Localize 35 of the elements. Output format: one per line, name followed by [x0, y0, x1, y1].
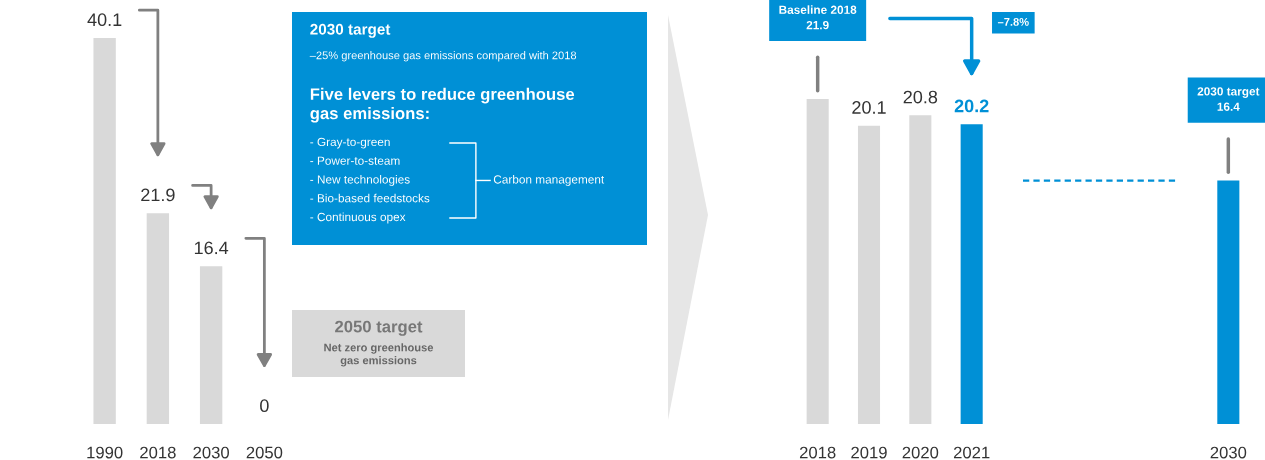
text: Carbon management [493, 174, 605, 186]
text: 2050 target [335, 320, 423, 336]
data-label: 20.8 [903, 90, 938, 104]
data-label: 21.9 [141, 188, 175, 202]
bar [857, 125, 881, 424]
bar [909, 115, 932, 424]
text: Five levers to reduce greenhouse gas emissions: [310, 87, 575, 123]
x-tick-label: 2050 [246, 446, 283, 459]
text: Net zero greenhouse gas emissions [324, 343, 434, 367]
x-tick-label: 2018 [799, 446, 836, 459]
data-label: 20.2 [954, 99, 989, 113]
bar [806, 99, 829, 424]
x-tick-label: 2021 [953, 446, 990, 459]
text: - Bio-based feedstocks [310, 193, 430, 203]
data-label: 16.4 [194, 241, 229, 255]
text: - Gray-to-green [310, 137, 390, 149]
x-tick-label: 1990 [87, 446, 123, 459]
data-label: 20.1 [852, 101, 886, 114]
text: Baseline 2018 21.9 [779, 5, 857, 30]
x-tick-label: 2018 [140, 446, 176, 459]
data-label: 40.1 [87, 13, 122, 27]
text: - New technologies [310, 174, 410, 186]
x-tick-label: 2030 [1210, 446, 1247, 459]
bar [960, 124, 983, 424]
x-tick-label: 2030 [193, 446, 230, 459]
bar [1217, 180, 1240, 424]
text: –25% greenhouse gas emissions compared with 2018 [309, 51, 577, 62]
x-tick-label: 2020 [902, 446, 939, 459]
data-label: 0 [260, 399, 269, 413]
x-tick-label: 2019 [851, 446, 887, 459]
text: - Power-to-steam [310, 156, 400, 165]
text: 2030 target [310, 23, 391, 38]
text: - Continuous opex [310, 212, 406, 224]
text: –7.8% [997, 17, 1029, 26]
annotation: 2030 target 16.4 [1197, 87, 1260, 111]
